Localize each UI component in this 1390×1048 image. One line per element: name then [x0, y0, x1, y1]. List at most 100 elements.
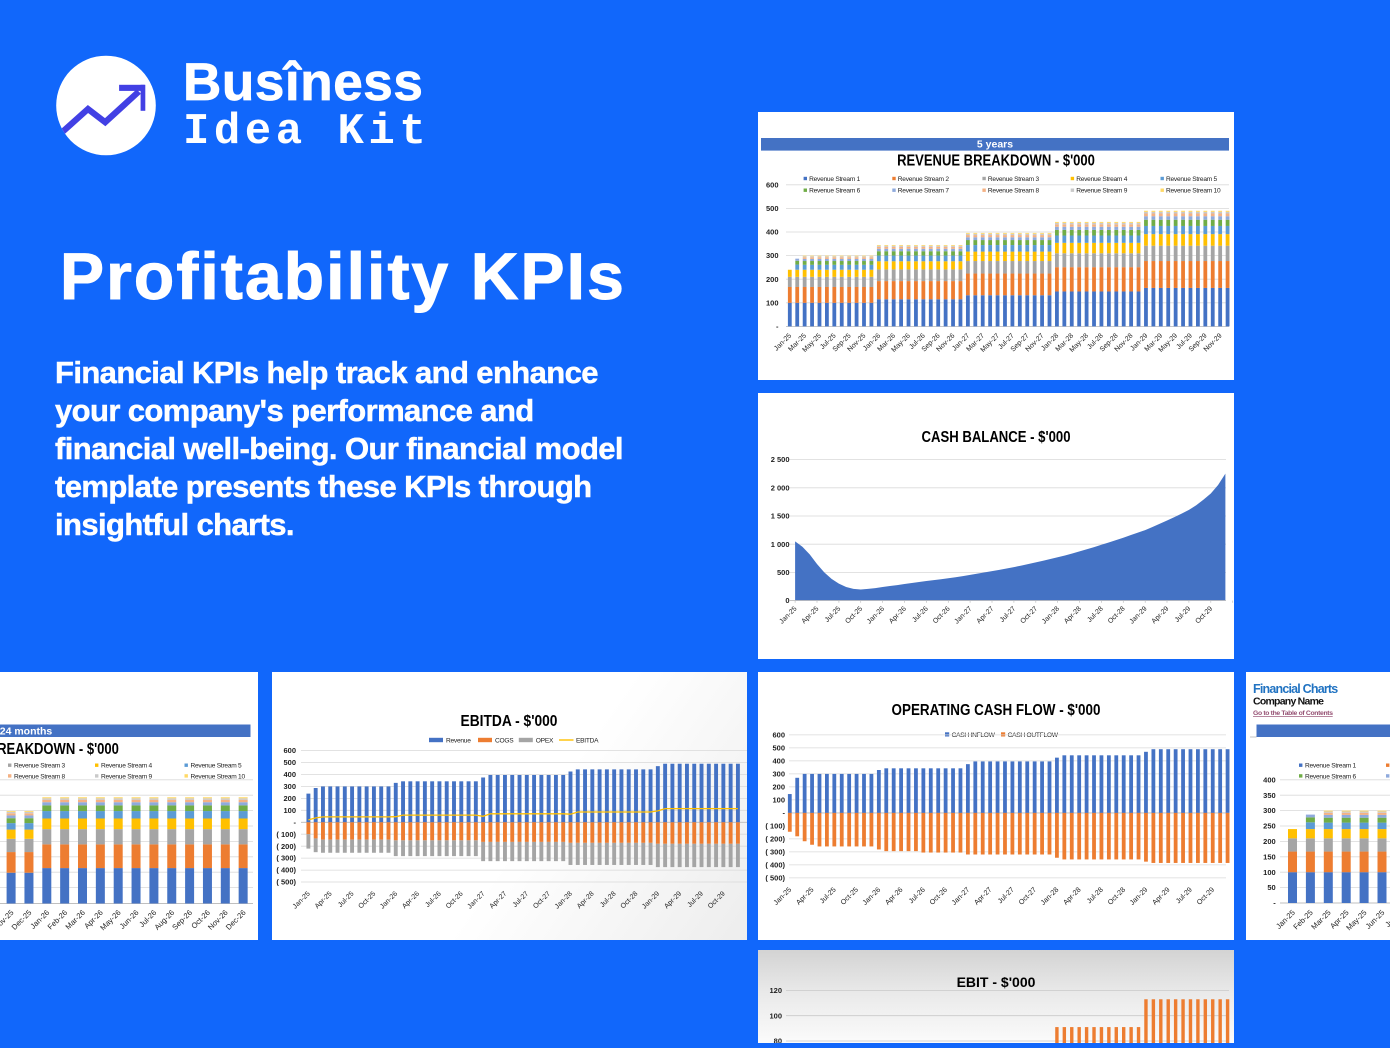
svg-text:Jan-25: Jan-25	[771, 885, 793, 907]
svg-text:500: 500	[766, 204, 779, 213]
svg-text:Apr-28: Apr-28	[1063, 605, 1083, 625]
svg-text:0: 0	[785, 596, 789, 605]
svg-text:300: 300	[772, 770, 785, 779]
svg-text:400: 400	[772, 757, 785, 766]
svg-text:Apr-25: Apr-25	[801, 605, 821, 625]
svg-text:Apr-28: Apr-28	[576, 890, 596, 910]
svg-text:350: 350	[1263, 791, 1276, 800]
svg-text:Revenue Stream 4: Revenue Stream 4	[101, 763, 153, 770]
svg-text:Jul-25: Jul-25	[1383, 908, 1390, 929]
svg-text:( 100): ( 100)	[276, 830, 296, 839]
svg-text:Apr-25: Apr-25	[794, 885, 816, 907]
svg-text:Oct-25: Oct-25	[838, 885, 860, 907]
svg-text:REVENUE BREAKDOWN - $'000: REVENUE BREAKDOWN - $'000	[897, 153, 1095, 170]
svg-text:Jan-27: Jan-27	[466, 890, 486, 910]
svg-text:( 300): ( 300)	[276, 854, 296, 863]
svg-text:Apr-27: Apr-27	[489, 890, 509, 910]
svg-text:Dec-26: Dec-26	[224, 908, 248, 932]
svg-text:Jun-26: Jun-26	[118, 908, 141, 931]
svg-text:200: 200	[772, 783, 785, 792]
svg-text:300: 300	[1263, 806, 1276, 815]
svg-text:600: 600	[283, 746, 296, 755]
svg-text:Oct-27: Oct-27	[1016, 885, 1038, 907]
svg-text:200: 200	[766, 275, 779, 284]
svg-text:( 500): ( 500)	[276, 878, 296, 887]
svg-text:REVENUE BREAKDOWN - $'000: REVENUE BREAKDOWN - $'000	[0, 741, 119, 758]
svg-text:Jan-25: Jan-25	[778, 605, 798, 625]
svg-text:300: 300	[283, 782, 296, 791]
svg-text:Oct-29: Oct-29	[707, 890, 727, 910]
svg-text:Jan-28: Jan-28	[554, 890, 574, 910]
svg-text:24 months: 24 months	[0, 725, 52, 737]
svg-text:100: 100	[1263, 868, 1276, 877]
svg-text:Jan-26: Jan-26	[866, 605, 886, 625]
svg-text:( 400): ( 400)	[276, 866, 296, 875]
svg-text:Revenue Stream 8: Revenue Stream 8	[988, 188, 1040, 195]
svg-text:Jul-26: Jul-26	[907, 885, 927, 905]
svg-text:Jul-28: Jul-28	[1086, 605, 1105, 624]
svg-text:Jan-26: Jan-26	[860, 885, 882, 907]
svg-text:Go to the Table of Contents: Go to the Table of Contents	[1253, 710, 1333, 717]
svg-text:Jul-29: Jul-29	[1174, 885, 1194, 905]
svg-text:Revenue Stream 3: Revenue Stream 3	[988, 176, 1040, 183]
svg-text:500: 500	[772, 744, 785, 753]
svg-text:OPERATING CASH FLOW - $'000: OPERATING CASH FLOW - $'000	[892, 702, 1101, 719]
svg-text:Revenue Stream 5: Revenue Stream 5	[191, 763, 243, 770]
svg-text:80: 80	[774, 1037, 782, 1043]
svg-text:Jan-26: Jan-26	[379, 890, 399, 910]
svg-text:Jun-25: Jun-25	[1364, 908, 1387, 931]
svg-text:Oct-25: Oct-25	[844, 605, 864, 625]
svg-text:CASH OUTFLOW: CASH OUTFLOW	[1008, 732, 1059, 739]
svg-text:Oct-26: Oct-26	[445, 890, 465, 910]
svg-text:Jul-29: Jul-29	[686, 890, 705, 909]
svg-text:2 000: 2 000	[771, 483, 790, 492]
svg-text:Jul-25: Jul-25	[824, 605, 843, 624]
svg-text:( 200): ( 200)	[276, 842, 296, 851]
svg-text:150: 150	[1263, 852, 1276, 861]
svg-text:Apr-29: Apr-29	[1151, 605, 1171, 625]
svg-text:Apr-27: Apr-27	[972, 885, 994, 907]
svg-text:Revenue Stream 6: Revenue Stream 6	[809, 188, 861, 195]
svg-text:Jan-28: Jan-28	[1038, 885, 1060, 907]
svg-text:Oct-28: Oct-28	[1107, 605, 1127, 625]
svg-text:Jul-28: Jul-28	[1085, 885, 1105, 905]
svg-text:( 300): ( 300)	[765, 848, 785, 857]
svg-text:500: 500	[777, 568, 790, 577]
svg-text:Revenue Stream 10: Revenue Stream 10	[191, 773, 246, 780]
svg-text:600: 600	[766, 180, 779, 189]
svg-text:Sep-26: Sep-26	[170, 908, 194, 932]
svg-text:Oct-25: Oct-25	[358, 890, 378, 910]
svg-text:100: 100	[772, 796, 785, 805]
svg-text:600: 600	[772, 731, 785, 740]
svg-text:100: 100	[283, 806, 296, 815]
svg-text:Jan-27: Jan-27	[949, 885, 971, 907]
svg-text:Apr-25: Apr-25	[314, 890, 334, 910]
svg-text:( 400): ( 400)	[765, 861, 785, 870]
svg-text:Apr-26: Apr-26	[401, 890, 421, 910]
svg-text:Oct-27: Oct-27	[1019, 605, 1039, 625]
svg-text:Revenue Stream 10: Revenue Stream 10	[1166, 188, 1221, 195]
svg-text:Jan-28: Jan-28	[1041, 605, 1061, 625]
svg-text:400: 400	[1263, 775, 1276, 784]
svg-text:Jul-27: Jul-27	[996, 885, 1016, 905]
svg-text:120: 120	[769, 986, 782, 995]
svg-text:Jul-27: Jul-27	[512, 890, 531, 909]
svg-text:EBITDA: EBITDA	[576, 738, 599, 745]
svg-text:-: -	[776, 322, 779, 331]
svg-text:Apr-26: Apr-26	[888, 605, 908, 625]
svg-text:Revenue Stream 8: Revenue Stream 8	[14, 773, 66, 780]
svg-text:50: 50	[1267, 883, 1275, 892]
svg-text:400: 400	[283, 770, 296, 779]
svg-text:Apr-26: Apr-26	[883, 885, 905, 907]
svg-text:Jul-28: Jul-28	[599, 890, 618, 909]
svg-text:Revenue: Revenue	[446, 738, 471, 745]
svg-text:COGS: COGS	[495, 738, 514, 745]
svg-text:Oct-29: Oct-29	[1194, 605, 1214, 625]
svg-text:Mar-25: Mar-25	[1309, 908, 1332, 931]
svg-text:Jan-29: Jan-29	[1129, 605, 1149, 625]
svg-text:Oct-26: Oct-26	[932, 605, 952, 625]
svg-text:1 500: 1 500	[771, 512, 790, 521]
svg-text:Revenue Stream 4: Revenue Stream 4	[1076, 176, 1128, 183]
svg-text:Revenue Stream 3: Revenue Stream 3	[14, 763, 66, 770]
svg-text:-: -	[294, 818, 297, 827]
